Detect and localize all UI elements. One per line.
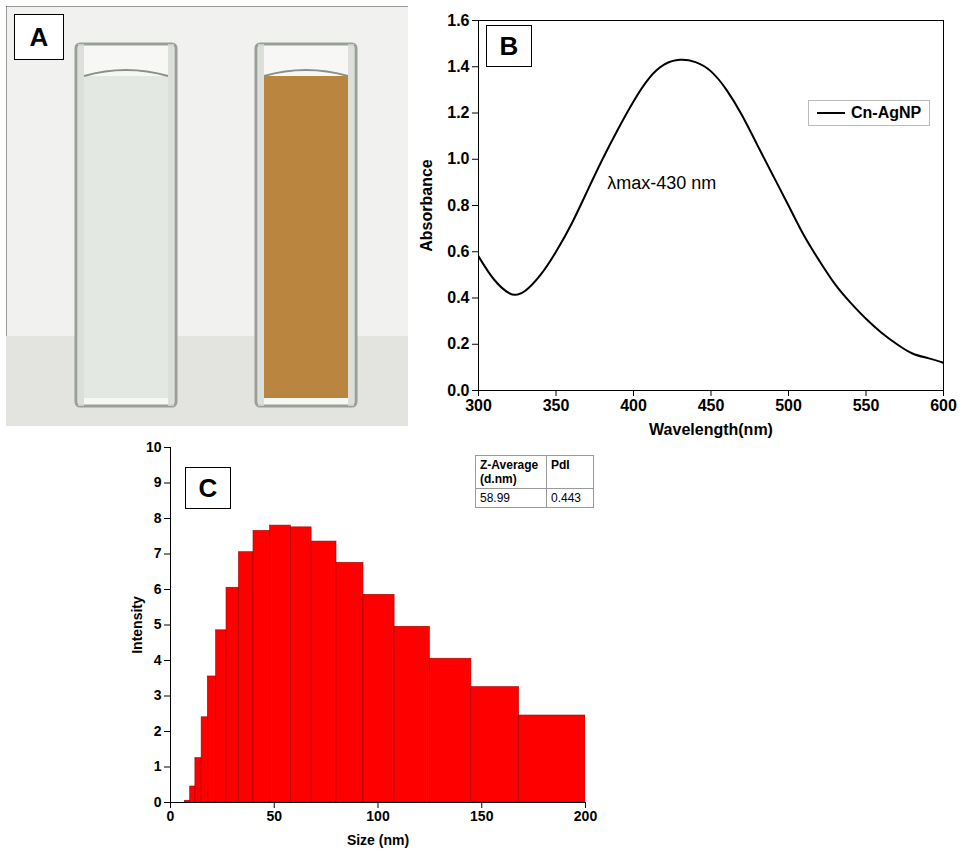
- svg-text:0.2: 0.2: [447, 335, 469, 352]
- svg-text:Intensity: Intensity: [129, 596, 145, 654]
- svg-text:0: 0: [154, 794, 162, 810]
- svg-text:450: 450: [698, 397, 725, 414]
- svg-text:550: 550: [853, 397, 880, 414]
- svg-text:0.8: 0.8: [447, 197, 469, 214]
- html-text:PdI: PdI: [551, 458, 570, 472]
- html-text:B: B: [499, 30, 519, 61]
- html-text:C: C: [198, 472, 218, 503]
- html-text:A: A: [29, 21, 49, 52]
- svg-text:4: 4: [154, 652, 162, 668]
- svg-text:300: 300: [465, 397, 492, 414]
- svg-text:200: 200: [574, 808, 598, 824]
- svg-text:1.2: 1.2: [447, 104, 469, 121]
- html-text:58.99: 58.99: [480, 491, 510, 505]
- svg-text:150: 150: [470, 808, 494, 824]
- svg-text:Wavelength(nm): Wavelength(nm): [649, 421, 773, 438]
- svg-text:0: 0: [167, 808, 175, 824]
- svg-text:1.4: 1.4: [447, 58, 469, 75]
- svg-text:600: 600: [930, 397, 957, 414]
- svg-text:6: 6: [154, 581, 162, 597]
- svg-text:100: 100: [366, 808, 390, 824]
- svg-text:9: 9: [154, 474, 162, 490]
- svg-text:500: 500: [775, 397, 802, 414]
- svg-text:7: 7: [154, 545, 162, 561]
- svg-text:350: 350: [543, 397, 570, 414]
- svg-text:10: 10: [146, 439, 162, 455]
- svg-text:Size (nm): Size (nm): [347, 832, 409, 848]
- svg-text:400: 400: [620, 397, 647, 414]
- svg-text:0.6: 0.6: [447, 243, 469, 260]
- svg-text:2: 2: [154, 723, 162, 739]
- html-text:Cn-AgNP: Cn-AgNP: [851, 104, 922, 121]
- svg-text:Absorbance: Absorbance: [418, 159, 435, 252]
- svg-text:5: 5: [154, 616, 162, 632]
- html-text:Z-Average (d.nm): Z-Average (d.nm): [480, 458, 539, 486]
- svg-text:λmax-430 nm: λmax-430 nm: [607, 173, 716, 193]
- svg-text:50: 50: [266, 808, 282, 824]
- svg-text:1.6: 1.6: [447, 12, 469, 29]
- svg-text:3: 3: [154, 687, 162, 703]
- svg-text:8: 8: [154, 510, 162, 526]
- svg-text:1: 1: [154, 758, 162, 774]
- svg-text:0.0: 0.0: [447, 381, 470, 399]
- html-text:0.443: 0.443: [551, 491, 581, 505]
- svg-text:1.0: 1.0: [447, 150, 469, 167]
- svg-text:0.4: 0.4: [447, 289, 469, 306]
